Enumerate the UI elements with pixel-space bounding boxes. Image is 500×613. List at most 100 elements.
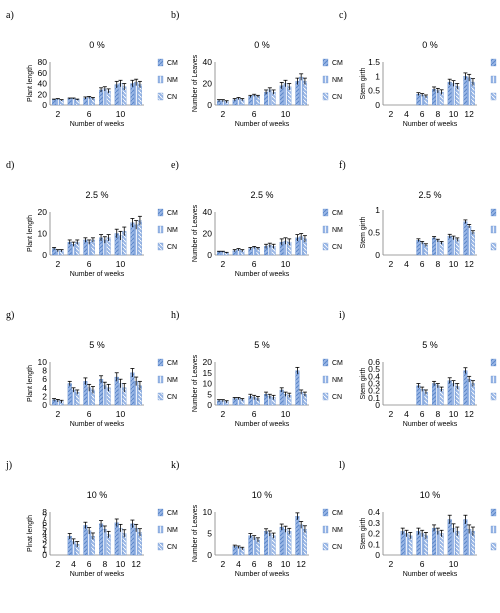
y-tick-label: 0	[375, 550, 380, 560]
bar-nm	[435, 531, 440, 556]
y-axis-label: Number of Leaves	[192, 54, 199, 112]
bar-nm	[299, 524, 304, 556]
bar-cm	[67, 536, 72, 556]
legend-swatch-nm	[157, 525, 164, 534]
chart-title: 5 %	[422, 340, 438, 350]
y-tick-label: 40	[203, 207, 213, 217]
chart-title: 2.5 %	[418, 190, 441, 200]
chart-title: 0 %	[422, 40, 438, 50]
y-tick-label: 0	[207, 400, 212, 410]
x-tick-label: 10	[449, 409, 459, 419]
y-axis-label: Plnat length	[27, 515, 34, 552]
x-tick-label: 10	[281, 109, 291, 119]
legend-label-cm: CM	[167, 360, 178, 367]
y-tick-label: 1	[375, 71, 380, 81]
legend-swatch-cn	[157, 542, 164, 551]
y-tick-label: 1.5	[368, 57, 380, 67]
y-tick-label: 10	[203, 379, 213, 389]
bar-cm	[416, 93, 421, 106]
y-tick-label: 20	[38, 89, 48, 99]
bar-cm	[463, 519, 468, 556]
legend-swatch-cm	[157, 208, 164, 217]
bar-nm	[134, 82, 139, 106]
legend-swatch-nm	[490, 525, 497, 534]
bar-cm	[114, 522, 119, 556]
x-axis-label: Number of weeks	[403, 121, 458, 128]
x-tick-label: 12	[464, 259, 474, 269]
bar-cm	[463, 221, 468, 256]
bar-cm	[83, 239, 88, 256]
y-tick-label: 0.4	[368, 371, 380, 381]
y-axis-label: Number of Leaves	[192, 504, 199, 562]
bar-nm	[118, 527, 123, 556]
y-tick-label: 0.1	[368, 539, 380, 549]
y-axis-label: Stem girth	[360, 67, 367, 99]
bar-cn	[287, 531, 292, 556]
y-tick-label: 0	[42, 250, 47, 260]
x-tick-label: 6	[420, 409, 425, 419]
bar-cm	[447, 81, 452, 106]
x-axis-label: Number of weeks	[70, 571, 125, 578]
bar-cm	[99, 379, 104, 406]
bar-cm	[67, 98, 72, 106]
legend-swatch-cn	[322, 242, 329, 251]
legend-label-cm: CM	[332, 510, 343, 517]
bar-cm	[248, 96, 253, 106]
legend-label-cm: CM	[167, 210, 178, 217]
x-tick-label: 4	[236, 559, 241, 569]
y-tick-label: 20	[203, 357, 213, 367]
bar-cn	[302, 529, 307, 556]
bar-nm	[71, 389, 76, 406]
bar-cn	[302, 81, 307, 106]
y-tick-label: 3	[42, 534, 47, 544]
legend-swatch-nm	[157, 75, 164, 84]
y-axis-label: Plant length	[27, 365, 34, 402]
bar-cm	[264, 531, 269, 556]
x-tick-label: 2	[220, 409, 225, 419]
legend-label-cn: CN	[332, 94, 342, 101]
legend-swatch-cn	[490, 392, 497, 401]
bar-nm	[451, 383, 456, 406]
y-tick-label: 60	[38, 68, 48, 78]
y-axis-label: Stem girth	[360, 517, 367, 549]
bar-cm	[279, 526, 284, 556]
y-axis-label: Number of Leaves	[192, 354, 199, 412]
x-axis-label: Number of weeks	[235, 571, 290, 578]
x-tick-label: 2	[55, 109, 60, 119]
bar-cm	[295, 370, 300, 406]
legend-swatch-cn	[490, 242, 497, 251]
bar-cm	[248, 535, 253, 556]
legend-swatch-nm	[490, 75, 497, 84]
chart-title: 10 %	[420, 490, 441, 500]
legend-swatch-cm	[490, 58, 497, 67]
bar-cm	[99, 523, 104, 556]
legend-swatch-cm	[490, 508, 497, 517]
panel-label: a)	[6, 10, 14, 21]
bar-cm	[130, 523, 135, 556]
chart-panel-3: d) 2.5 % 0 10 20 Plant length 2 6 10 Number of we…	[6, 160, 178, 278]
chart-panel-4: e) 2.5 % 0 20 40 Number of Leaves 2 6 10 Number o…	[171, 160, 343, 278]
legend-swatch-nm	[157, 375, 164, 384]
bar-nm	[467, 379, 472, 406]
y-tick-label: 20	[38, 207, 48, 217]
x-tick-label: 4	[404, 109, 409, 119]
panel-label: l)	[339, 460, 345, 471]
x-tick-label: 8	[267, 559, 272, 569]
bar-nm	[420, 242, 425, 256]
x-tick-label: 2	[220, 109, 225, 119]
legend-swatch-cn	[157, 242, 164, 251]
bar-cm	[400, 531, 405, 556]
y-tick-label: 0.6	[368, 357, 380, 367]
panel-label: c)	[339, 10, 347, 21]
legend-swatch-cn	[157, 392, 164, 401]
panel-label: g)	[6, 310, 14, 321]
bar-nm	[467, 77, 472, 106]
chart-title: 10 %	[87, 490, 108, 500]
legend-label-nm: NM	[332, 77, 343, 84]
x-tick-label: 6	[87, 409, 92, 419]
bar-cm	[295, 516, 300, 556]
x-axis-label: Number of weeks	[235, 421, 290, 428]
